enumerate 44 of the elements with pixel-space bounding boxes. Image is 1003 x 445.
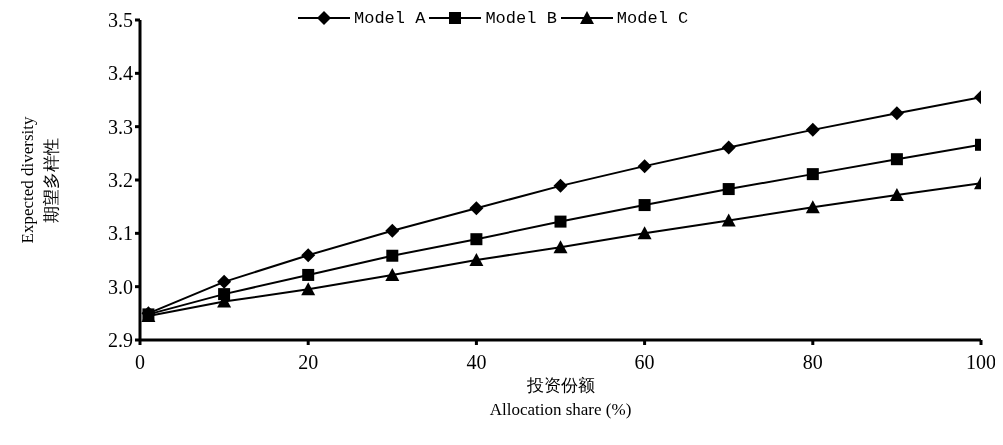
y-axis-title: Expected diversity 期望多样性 (17, 115, 62, 246)
point (469, 253, 484, 266)
point (805, 122, 820, 137)
point (385, 267, 400, 281)
point (469, 201, 484, 216)
x-tick-label: 20 (298, 351, 319, 374)
y-tick-label: 3.2 (108, 169, 133, 192)
point (637, 159, 652, 174)
point (302, 268, 315, 281)
point (637, 226, 652, 240)
point (722, 183, 735, 196)
point (890, 153, 903, 166)
x-tick-label: 80 (802, 351, 823, 374)
x-tick-label: 0 (135, 351, 145, 374)
legend-label: Model A (354, 8, 426, 28)
point (386, 249, 399, 262)
point (301, 282, 316, 296)
point (217, 274, 232, 289)
point (554, 215, 567, 228)
point (638, 199, 651, 212)
point (805, 200, 820, 214)
point (889, 187, 904, 201)
point (553, 178, 568, 193)
y-tick-label: 3.5 (108, 9, 133, 32)
x-tick-label: 40 (466, 351, 487, 374)
y-tick-label: 3.1 (108, 222, 133, 245)
y-tick-label: 3.4 (108, 62, 133, 85)
x-axis-title: 投资份额 Allocation share (%) (488, 375, 633, 421)
x-tick-label: 100 (966, 351, 996, 374)
point (301, 248, 316, 263)
point (553, 240, 568, 254)
x-tick-label: 60 (634, 351, 655, 374)
legend-label: Model C (616, 8, 689, 28)
y-tick-label: 3.0 (108, 275, 133, 298)
point (218, 288, 231, 301)
point (806, 168, 819, 181)
y-tick-label: 3.3 (108, 115, 133, 138)
point (721, 140, 736, 155)
point (889, 106, 904, 121)
legend-label: Model B (485, 8, 557, 28)
point (721, 213, 736, 227)
point (385, 223, 400, 238)
y-tick-label: 2.9 (108, 329, 133, 352)
point (470, 233, 483, 246)
